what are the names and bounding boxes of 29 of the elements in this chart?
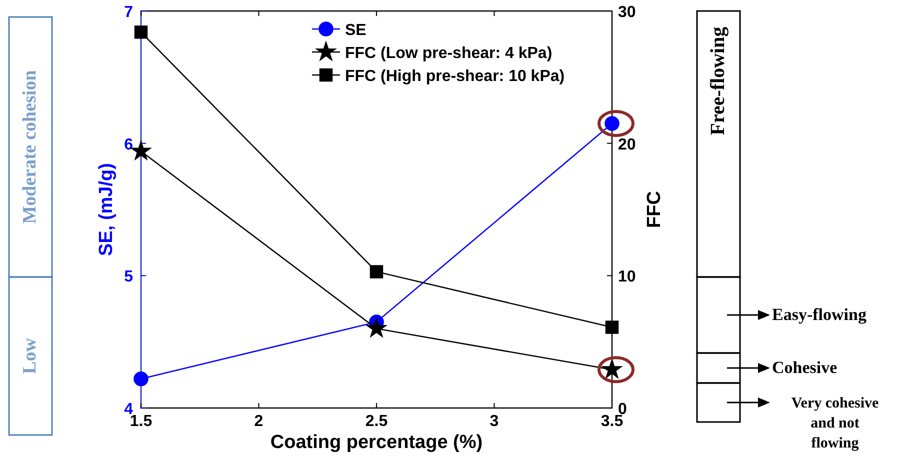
- text: Very cohesive and not flowing: [791, 396, 880, 452]
- x-tick-label: 2.5: [365, 413, 388, 430]
- y-tick-label: 6: [124, 136, 134, 154]
- point: [134, 371, 148, 386]
- text: Moderate cohesion: [20, 70, 40, 224]
- point: [366, 318, 386, 338]
- text: Low: [20, 338, 40, 374]
- text: Cohesive: [772, 358, 838, 377]
- point: [370, 265, 384, 278]
- legend-label: FFC (High pre-shear: 10 kPa): [345, 68, 565, 85]
- y2-tick-label: 10: [618, 268, 636, 286]
- legend-label: FFC (Low pre-shear: 4 kPa): [345, 45, 552, 62]
- y2-tick-label: 20: [618, 136, 636, 154]
- x-tick-label: 1.5: [130, 413, 152, 430]
- point: [605, 320, 619, 334]
- text: Free-flowing: [707, 26, 729, 136]
- y2-axis-title: FFC: [644, 190, 665, 228]
- y-axis-title: SE, (mJ/g): [96, 163, 117, 256]
- y2-tick-label: 30: [618, 4, 636, 21]
- point: [134, 26, 148, 39]
- point: [131, 140, 151, 160]
- x-tick-label: 3.5: [600, 413, 624, 430]
- y-tick-label: 5: [124, 268, 134, 286]
- y-tick-label: 7: [124, 4, 134, 21]
- text: Easy-flowing: [772, 305, 867, 324]
- x-axis-title: Coating percentage (%): [270, 432, 483, 453]
- x-tick-label: 2: [254, 413, 264, 430]
- legend-label: SE: [345, 22, 367, 39]
- x-tick-label: 3: [490, 413, 499, 430]
